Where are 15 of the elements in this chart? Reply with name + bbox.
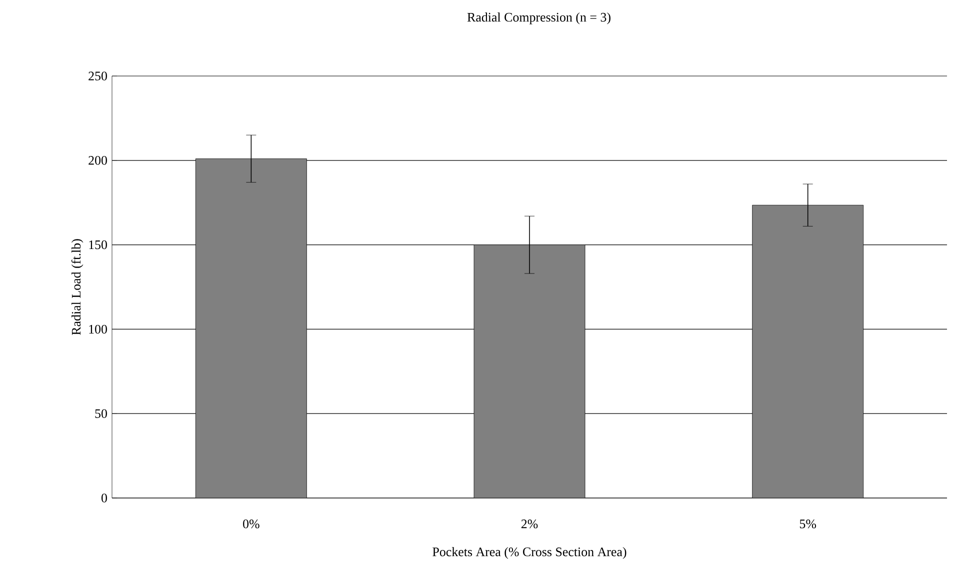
y-tick-label: 250: [88, 72, 107, 80]
y-tick-label: 150: [89, 240, 107, 250]
x-tick-label: 5%: [800, 520, 816, 528]
bar: [195, 158, 307, 498]
x-tick-label: 2%: [521, 520, 538, 528]
bar: [474, 244, 586, 498]
bar: [752, 204, 864, 498]
y-axis-title: Radial Load (ft.lb): [71, 239, 84, 335]
y-tick-label: 50: [95, 409, 107, 418]
y-tick-label: 100: [89, 324, 107, 334]
x-tick-label: 0%: [243, 520, 260, 528]
y-tick-label: 200: [88, 156, 107, 165]
chart-title: Radial Compression (n = 3): [467, 12, 610, 24]
y-tick-label: 0: [102, 494, 107, 502]
x-axis-title: Pockets Area (% Cross Section Area): [432, 547, 626, 559]
